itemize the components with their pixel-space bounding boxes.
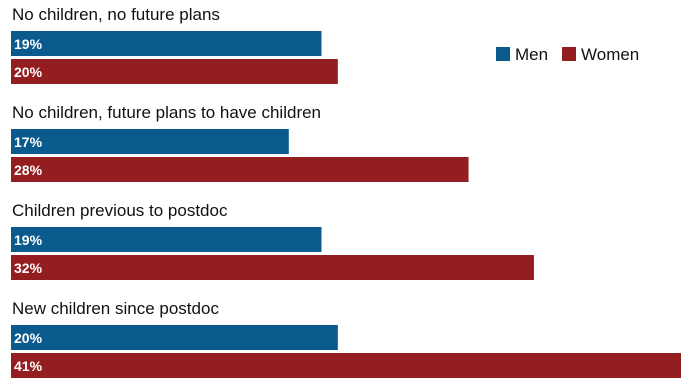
bar-group-children-previous-to-postdoc: Children previous to postdoc 19% 32% (11, 201, 534, 280)
bar-value-label-men: 20% (14, 330, 43, 346)
bar-value-label-women: 41% (14, 358, 43, 374)
legend: Men Women (496, 45, 639, 64)
category-label: New children since postdoc (12, 299, 219, 318)
legend-swatch-men (496, 47, 510, 61)
bar-women (11, 353, 681, 378)
legend-label-men: Men (515, 45, 548, 64)
bar-women (11, 157, 469, 182)
bar-group-no-children-no-future-plans: No children, no future plans 19% 20% (11, 5, 338, 84)
bar-men (11, 227, 322, 252)
bar-value-label-men: 17% (14, 134, 43, 150)
legend-swatch-women (562, 47, 576, 61)
bar-women (11, 255, 534, 280)
bar-value-label-men: 19% (14, 232, 43, 248)
bar-men (11, 31, 322, 56)
bar-group-new-children-since-postdoc: New children since postdoc 20% 41% (11, 299, 681, 378)
bar-men (11, 129, 289, 154)
legend-label-women: Women (581, 45, 639, 64)
bar-value-label-men: 19% (14, 36, 43, 52)
bar-value-label-women: 28% (14, 162, 43, 178)
bar-value-label-women: 32% (14, 260, 43, 276)
bar-women (11, 59, 338, 84)
category-label: No children, no future plans (12, 5, 220, 24)
bar-group-no-children-future-plans-to-have-children: No children, future plans to have childr… (11, 103, 469, 182)
bar-men (11, 325, 338, 350)
bar-value-label-women: 20% (14, 64, 43, 80)
category-label: Children previous to postdoc (12, 201, 228, 220)
category-label: No children, future plans to have childr… (12, 103, 321, 122)
